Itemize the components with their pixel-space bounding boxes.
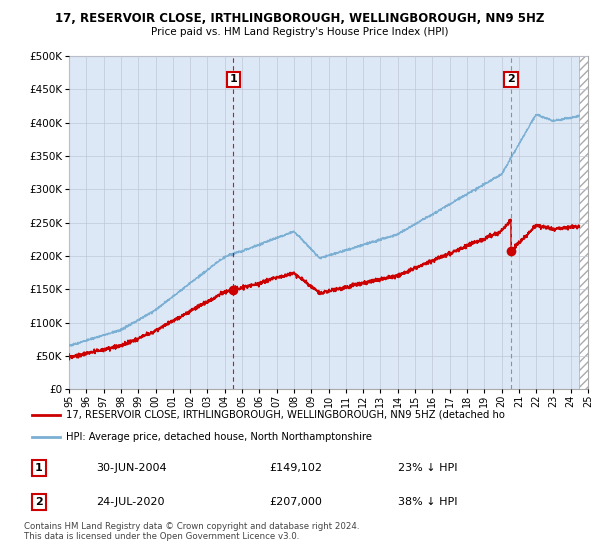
Bar [580, 56, 588, 389]
Text: 1: 1 [229, 74, 237, 85]
Text: HPI: Average price, detached house, North Northamptonshire: HPI: Average price, detached house, Nort… [66, 432, 372, 442]
Text: Contains HM Land Registry data © Crown copyright and database right 2024.
This d: Contains HM Land Registry data © Crown c… [24, 522, 359, 542]
Text: 24-JUL-2020: 24-JUL-2020 [97, 497, 165, 507]
Text: 17, RESERVOIR CLOSE, IRTHLINGBOROUGH, WELLINGBOROUGH, NN9 5HZ (detached ho: 17, RESERVOIR CLOSE, IRTHLINGBOROUGH, WE… [66, 410, 505, 420]
Text: 30-JUN-2004: 30-JUN-2004 [97, 463, 167, 473]
Text: 1: 1 [35, 463, 43, 473]
Text: Price paid vs. HM Land Registry's House Price Index (HPI): Price paid vs. HM Land Registry's House … [151, 27, 449, 38]
Text: 2: 2 [507, 74, 515, 85]
Text: £207,000: £207,000 [269, 497, 322, 507]
Text: 23% ↓ HPI: 23% ↓ HPI [398, 463, 457, 473]
Text: 17, RESERVOIR CLOSE, IRTHLINGBOROUGH, WELLINGBOROUGH, NN9 5HZ: 17, RESERVOIR CLOSE, IRTHLINGBOROUGH, WE… [55, 12, 545, 25]
Text: £149,102: £149,102 [269, 463, 323, 473]
Text: 2: 2 [35, 497, 43, 507]
Text: 38% ↓ HPI: 38% ↓ HPI [398, 497, 457, 507]
